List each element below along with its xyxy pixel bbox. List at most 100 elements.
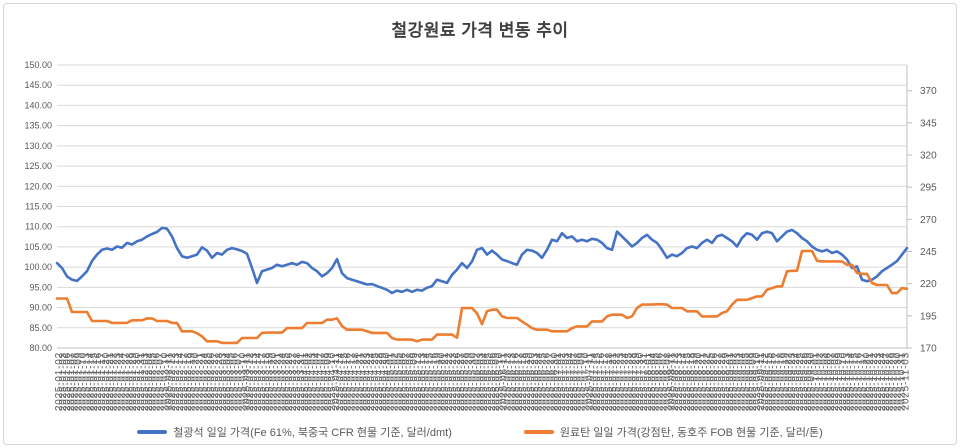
svg-text:2025-06-26: 2025-06-26 — [542, 352, 553, 411]
svg-text:2025-07-18: 2025-07-18 — [604, 352, 615, 411]
svg-text:2025-10-08: 2025-10-08 — [830, 352, 841, 411]
svg-text:2025-01-23: 2025-01-23 — [113, 352, 124, 411]
svg-text:2025-10-07: 2025-10-07 — [826, 352, 837, 411]
svg-text:2025-08-25: 2025-08-25 — [705, 352, 716, 411]
svg-text:130.00: 130.00 — [24, 141, 52, 151]
svg-text:2025-07-15: 2025-07-15 — [592, 352, 603, 411]
svg-text:2025-03-17: 2025-03-17 — [257, 352, 268, 411]
svg-text:2025-01-15: 2025-01-15 — [89, 352, 100, 411]
svg-text:2025-06-18: 2025-06-18 — [518, 352, 529, 411]
svg-text:2025-07-23: 2025-07-23 — [616, 352, 627, 411]
svg-text:2025-02-12: 2025-02-12 — [167, 352, 178, 411]
svg-text:2025-09-23: 2025-09-23 — [787, 352, 798, 411]
svg-text:2025-10-21: 2025-10-21 — [865, 352, 876, 411]
svg-text:2025-06-25: 2025-06-25 — [538, 352, 549, 411]
svg-text:2025-08-14: 2025-08-14 — [678, 352, 689, 411]
svg-text:2025-08-18: 2025-08-18 — [686, 352, 697, 411]
svg-text:2025-05-22: 2025-05-22 — [444, 352, 455, 411]
svg-text:90.00: 90.00 — [29, 303, 52, 313]
svg-text:2025-04-14: 2025-04-14 — [335, 352, 346, 411]
svg-text:2025-06-06: 2025-06-06 — [487, 352, 498, 411]
svg-text:2025-06-23: 2025-06-23 — [530, 352, 541, 411]
svg-text:2025-09-04: 2025-09-04 — [737, 352, 748, 411]
svg-text:2025-10-10: 2025-10-10 — [838, 352, 849, 411]
svg-text:135.00: 135.00 — [24, 121, 52, 131]
legend: 철광석 일일 가격(Fe 61%, 북중국 CFR 현물 기준, 달러/dmt)… — [0, 424, 960, 440]
svg-text:2025-04-28: 2025-04-28 — [374, 352, 385, 411]
svg-text:2025-03-24: 2025-03-24 — [276, 352, 287, 411]
svg-text:2025-06-11: 2025-06-11 — [499, 352, 510, 410]
svg-text:2025-10-16: 2025-10-16 — [854, 352, 865, 411]
svg-text:2025-11-03: 2025-11-03 — [900, 352, 911, 410]
series-lines — [55, 226, 909, 345]
svg-text:2025-10-30: 2025-10-30 — [893, 352, 904, 411]
svg-text:2025-03-13: 2025-03-13 — [249, 352, 260, 411]
svg-text:2025-06-19: 2025-06-19 — [522, 352, 533, 411]
svg-text:150.00: 150.00 — [24, 60, 52, 70]
svg-text:2025-05-16: 2025-05-16 — [429, 352, 440, 411]
svg-text:2025-03-26: 2025-03-26 — [284, 352, 295, 411]
svg-text:2025-09-03: 2025-09-03 — [733, 352, 744, 411]
svg-text:2025-09-30: 2025-09-30 — [807, 352, 818, 411]
svg-text:2025-08-15: 2025-08-15 — [682, 352, 693, 411]
svg-text:2025-07-01: 2025-07-01 — [553, 352, 564, 411]
svg-text:2025-08-20: 2025-08-20 — [694, 352, 705, 411]
svg-text:2025-09-25: 2025-09-25 — [795, 352, 806, 411]
svg-text:2025-05-30: 2025-05-30 — [468, 352, 479, 411]
svg-text:2025-04-07: 2025-04-07 — [315, 352, 326, 411]
svg-text:2025-09-26: 2025-09-26 — [799, 352, 810, 411]
svg-text:2025-07-14: 2025-07-14 — [588, 352, 599, 411]
svg-text:2025-07-29: 2025-07-29 — [631, 352, 642, 411]
legend-item-coking-coal: 원료탄 일일 가격(강점탄, 동호주 FOB 현물 기준, 달러/톤) — [523, 424, 823, 440]
svg-text:2025-01-06: 2025-01-06 — [62, 352, 73, 411]
svg-text:2025-09-22: 2025-09-22 — [783, 352, 794, 411]
svg-text:2025-08-01: 2025-08-01 — [643, 352, 654, 411]
svg-text:2025-01-08: 2025-01-08 — [70, 352, 81, 411]
svg-text:2025-06-03: 2025-06-03 — [475, 352, 486, 411]
svg-text:195: 195 — [920, 311, 937, 322]
svg-text:2025-06-16: 2025-06-16 — [510, 352, 521, 411]
svg-text:2025-06-02: 2025-06-02 — [471, 352, 482, 411]
svg-text:2025-04-22: 2025-04-22 — [358, 352, 369, 411]
svg-text:2025-04-18: 2025-04-18 — [351, 352, 362, 411]
svg-text:2025-01-03: 2025-01-03 — [58, 352, 69, 411]
svg-text:2025-10-01: 2025-10-01 — [811, 352, 822, 411]
svg-text:2025-03-19: 2025-03-19 — [265, 352, 276, 411]
svg-text:2025-02-13: 2025-02-13 — [171, 352, 182, 411]
svg-text:2025-05-05: 2025-05-05 — [393, 352, 404, 411]
chart-title: 철강원료 가격 변동 추이 — [391, 21, 569, 40]
svg-text:2025-05-06: 2025-05-06 — [397, 352, 408, 411]
svg-text:2025-05-02: 2025-05-02 — [390, 352, 401, 411]
svg-text:170: 170 — [920, 344, 937, 355]
svg-text:2025-03-12: 2025-03-12 — [245, 352, 256, 411]
svg-text:2025-01-13: 2025-01-13 — [81, 352, 92, 411]
svg-text:2025-09-05: 2025-09-05 — [740, 352, 751, 411]
svg-text:2025-06-30: 2025-06-30 — [549, 352, 560, 411]
svg-text:2025-10-03: 2025-10-03 — [818, 352, 829, 411]
gridlines — [57, 64, 907, 349]
svg-text:2025-10-31: 2025-10-31 — [896, 352, 907, 411]
svg-text:2025-01-24: 2025-01-24 — [117, 352, 128, 411]
svg-text:85.00: 85.00 — [29, 323, 52, 333]
svg-text:2025-03-10: 2025-03-10 — [237, 352, 248, 411]
svg-text:370: 370 — [920, 86, 937, 97]
svg-text:2025-10-06: 2025-10-06 — [822, 352, 833, 411]
svg-text:2025-04-04: 2025-04-04 — [312, 352, 323, 411]
svg-text:2025-04-08: 2025-04-08 — [319, 352, 330, 411]
svg-text:2025-10-24: 2025-10-24 — [877, 352, 888, 411]
svg-text:2025-10-09: 2025-10-09 — [834, 352, 845, 411]
svg-text:2025-06-20: 2025-06-20 — [526, 352, 537, 411]
svg-text:2025-08-08: 2025-08-08 — [662, 352, 673, 411]
svg-text:2025-08-21: 2025-08-21 — [698, 352, 709, 411]
svg-text:2025-01-28: 2025-01-28 — [124, 352, 135, 411]
svg-text:2025-08-29: 2025-08-29 — [721, 352, 732, 411]
svg-text:2025-02-07: 2025-02-07 — [156, 352, 167, 411]
svg-text:2025-03-03: 2025-03-03 — [218, 352, 229, 411]
svg-text:2025-10-20: 2025-10-20 — [861, 352, 872, 411]
svg-text:2025-05-19: 2025-05-19 — [432, 352, 443, 411]
svg-text:2025-04-09: 2025-04-09 — [323, 352, 334, 411]
svg-text:2025-01-29: 2025-01-29 — [128, 352, 139, 411]
svg-text:2025-01-17: 2025-01-17 — [97, 352, 108, 411]
svg-text:2025-02-14: 2025-02-14 — [175, 352, 186, 411]
